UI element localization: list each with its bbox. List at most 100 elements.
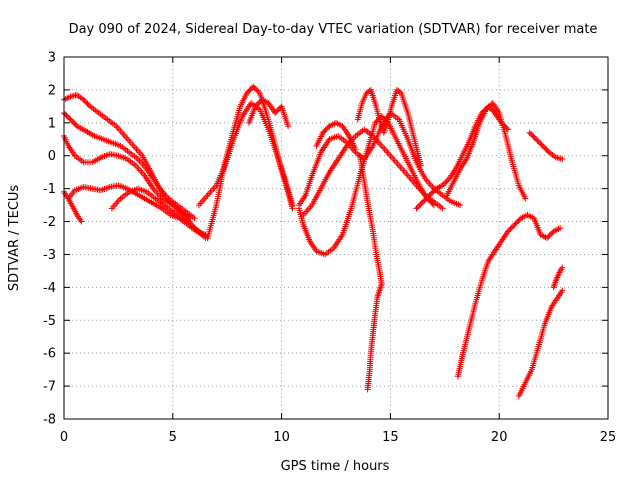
data-point xyxy=(285,123,292,130)
y-tick-label: -6 xyxy=(43,347,56,362)
data-point xyxy=(252,86,259,93)
data-point xyxy=(255,88,262,95)
data-point xyxy=(533,136,540,143)
data-point xyxy=(527,131,534,138)
data-point xyxy=(537,140,544,147)
data-point xyxy=(275,105,282,112)
series-trace-22 xyxy=(550,264,566,291)
series-trace-3 xyxy=(61,132,209,241)
x-tick-label: 15 xyxy=(382,430,399,445)
data-point xyxy=(512,220,519,227)
y-tick-label: -7 xyxy=(43,380,56,395)
series-trace-12 xyxy=(300,126,446,218)
series-trace-9 xyxy=(245,96,292,130)
data-point xyxy=(535,138,542,145)
data-point xyxy=(352,146,359,153)
data-point xyxy=(78,218,85,225)
y-tick-label: -1 xyxy=(43,182,56,197)
series-trace-17 xyxy=(413,103,511,212)
data-point xyxy=(426,192,433,199)
series-trace-21 xyxy=(526,129,566,163)
data-point xyxy=(423,194,430,201)
data-point xyxy=(515,217,522,224)
data-point xyxy=(71,120,78,127)
data-point xyxy=(245,88,252,95)
data-point xyxy=(84,100,91,107)
data-point xyxy=(529,132,536,139)
data-point xyxy=(542,145,549,152)
data-point xyxy=(364,386,371,393)
data-point xyxy=(544,235,551,241)
data-point xyxy=(243,90,250,97)
data-point xyxy=(522,195,529,202)
data-point xyxy=(246,87,253,94)
series-trace-16 xyxy=(364,281,385,393)
data-point xyxy=(422,196,429,203)
data-point xyxy=(531,134,538,141)
data-point xyxy=(274,107,281,114)
data-point xyxy=(457,202,464,209)
data-point xyxy=(504,228,511,235)
data-point xyxy=(247,86,254,93)
data-point xyxy=(484,105,491,112)
data-point xyxy=(417,201,424,208)
y-tick-label: 1 xyxy=(48,116,56,131)
data-point xyxy=(322,127,329,134)
data-point xyxy=(414,204,421,211)
data-point xyxy=(443,178,450,185)
data-point xyxy=(256,99,263,106)
data-point xyxy=(416,202,423,209)
plot-frame xyxy=(63,56,609,420)
data-point xyxy=(418,200,425,207)
y-tick-label: -5 xyxy=(43,314,56,329)
data-point xyxy=(539,142,546,149)
series-trace-8 xyxy=(195,100,296,209)
x-tick-label: 5 xyxy=(169,430,177,445)
data-point xyxy=(62,111,69,118)
data-point xyxy=(323,125,330,132)
data-point xyxy=(64,113,71,120)
data-point xyxy=(544,148,551,155)
data-point xyxy=(83,99,90,106)
data-point xyxy=(545,233,552,240)
data-point xyxy=(420,198,427,205)
data-point xyxy=(526,129,533,136)
data-point xyxy=(255,100,262,107)
data-point xyxy=(321,128,328,135)
data-point xyxy=(439,205,446,212)
data-point xyxy=(417,162,424,169)
data-point xyxy=(66,115,73,122)
data-point xyxy=(541,144,548,151)
data-point xyxy=(430,188,437,195)
data-point xyxy=(81,98,88,105)
data-point xyxy=(378,113,385,120)
y-axis-label: SDTVAR / TECUs xyxy=(7,185,22,292)
data-point xyxy=(483,106,490,113)
data-point xyxy=(442,179,449,186)
data-point xyxy=(485,104,492,111)
data-point xyxy=(63,112,70,119)
y-tick-label: 3 xyxy=(48,51,56,66)
chart-title: Day 090 of 2024, Sidereal Day-to-day VTE… xyxy=(69,22,598,37)
data-points xyxy=(61,83,566,399)
data-point xyxy=(538,141,545,148)
y-tick-label: 0 xyxy=(48,149,56,164)
x-tick-label: 10 xyxy=(273,430,290,445)
data-point xyxy=(511,221,518,228)
data-point xyxy=(67,116,74,123)
x-tick-label: 0 xyxy=(60,430,68,445)
data-point xyxy=(534,137,541,144)
data-point xyxy=(543,146,550,153)
data-point xyxy=(429,189,436,196)
data-point xyxy=(273,108,280,115)
x-tick-label: 25 xyxy=(600,430,617,445)
x-tick-label: 20 xyxy=(491,430,508,445)
data-point xyxy=(507,225,514,232)
data-point xyxy=(439,182,446,189)
data-point xyxy=(70,119,77,126)
series-trace-14 xyxy=(354,86,424,169)
series-trace-18 xyxy=(443,100,529,202)
data-point xyxy=(559,264,566,271)
y-tick-label: -2 xyxy=(43,215,56,230)
